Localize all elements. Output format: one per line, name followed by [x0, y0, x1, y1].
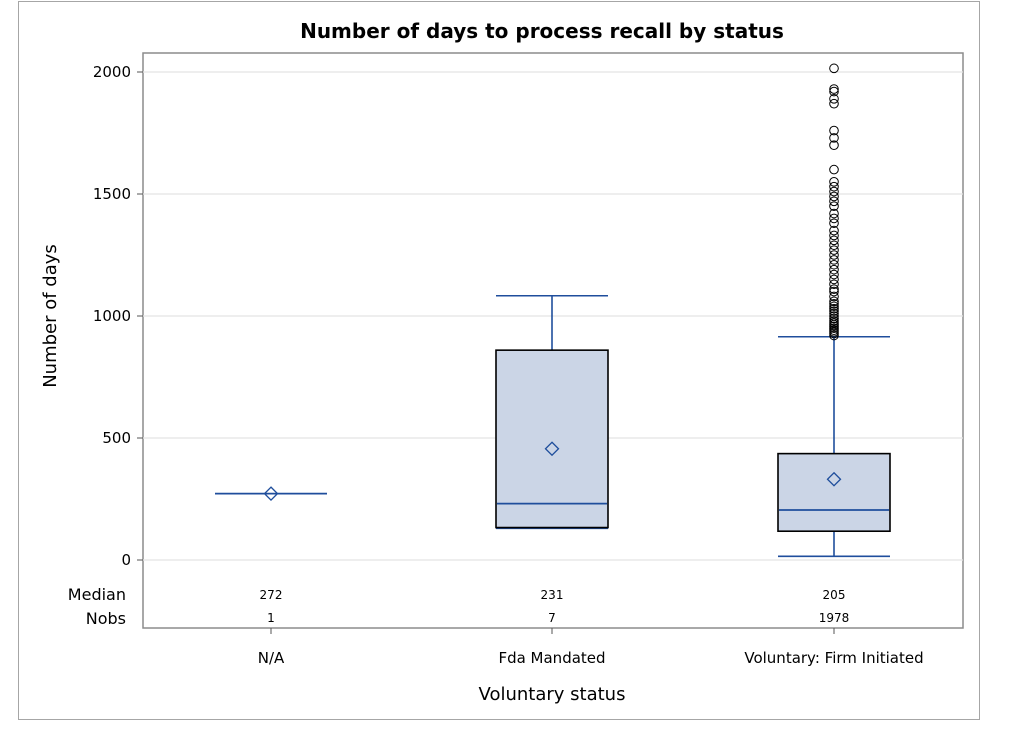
- x-tick-label: N/A: [258, 649, 285, 667]
- median-value: 205: [823, 588, 846, 602]
- outlier-point: [829, 196, 839, 207]
- outlier-point: [829, 250, 839, 260]
- box-series: [215, 63, 891, 558]
- outlier-point: [829, 235, 839, 246]
- outlier-point: [829, 86, 839, 97]
- outlier-point: [829, 296, 839, 307]
- outlier-point: [829, 299, 839, 309]
- iqr-box: [777, 452, 891, 533]
- box-group: [777, 63, 891, 558]
- outlier-point: [829, 63, 839, 74]
- outlier-point: [829, 311, 839, 321]
- mean-marker: [544, 441, 560, 457]
- outlier-point: [829, 164, 839, 175]
- outlier-point: [829, 245, 839, 255]
- outlier-point: [829, 306, 839, 316]
- outlier-point: [829, 291, 839, 302]
- outlier-point: [829, 140, 839, 150]
- y-axis-label: Number of days: [40, 244, 61, 388]
- inset-row-label: Nobs: [86, 609, 126, 628]
- outlier-point: [829, 284, 839, 294]
- y-tick-label: 2000: [93, 63, 131, 81]
- x-axis-label: Voluntary status: [479, 684, 626, 705]
- outlier-point: [829, 218, 839, 229]
- mean-marker: [263, 486, 279, 502]
- outlier-point: [829, 94, 839, 104]
- y-tick-label: 1000: [93, 307, 131, 325]
- iqr-box: [495, 349, 609, 529]
- x-tick-label: Voluntary: Firm Initiated: [744, 649, 923, 667]
- outlier-point: [829, 286, 839, 297]
- x-tick-label: Fda Mandated: [498, 649, 605, 667]
- outlier-point: [829, 201, 839, 211]
- box-group: [215, 486, 327, 502]
- mean-marker: [826, 471, 842, 487]
- outlier-point: [829, 133, 839, 143]
- y-tick-label: 0: [121, 551, 131, 569]
- outlier-point: [829, 125, 839, 136]
- outlier-point: [829, 274, 839, 285]
- nobs-value: 7: [548, 611, 556, 625]
- chart-title: Number of days to process recall by stat…: [300, 19, 784, 43]
- outlier-point: [829, 269, 839, 280]
- outlier-point: [829, 303, 839, 314]
- outlier-point: [829, 186, 839, 197]
- stat-inset: Median Nobs 272 1 231 7 205 1978: [68, 585, 849, 628]
- x-axis-ticks: N/A Fda Mandated Voluntary: Firm Initiated: [258, 628, 924, 667]
- outlier-point: [829, 316, 839, 326]
- y-tick-label: 1500: [93, 185, 131, 203]
- nobs-value: 1: [267, 611, 275, 625]
- outlier-point: [829, 301, 839, 312]
- outlier-point: [829, 259, 839, 270]
- y-tick-label: 500: [102, 429, 131, 447]
- outlier-point: [829, 308, 839, 319]
- outlier-point: [829, 230, 839, 241]
- outlier-point: [829, 240, 839, 251]
- outlier-point: [829, 255, 839, 265]
- median-value: 272: [260, 588, 283, 602]
- median-value: 231: [541, 588, 564, 602]
- box-group: [495, 294, 609, 530]
- outlier-point: [829, 177, 839, 187]
- plot-area: [142, 52, 964, 629]
- outlier-point: [829, 208, 839, 219]
- outlier-point: [829, 264, 839, 275]
- outlier-point: [829, 279, 839, 290]
- nobs-value: 1978: [819, 611, 850, 625]
- outlier-point: [829, 213, 839, 224]
- outlier-point: [829, 313, 839, 324]
- y-axis-ticks: 0 500 1000 1500 2000: [93, 63, 143, 569]
- outlier-point: [829, 225, 839, 236]
- outlier-point: [829, 98, 839, 109]
- outlier-point: [829, 84, 839, 94]
- outlier-point: [829, 191, 839, 202]
- outlier-point: [829, 181, 839, 192]
- inset-row-label: Median: [68, 585, 126, 604]
